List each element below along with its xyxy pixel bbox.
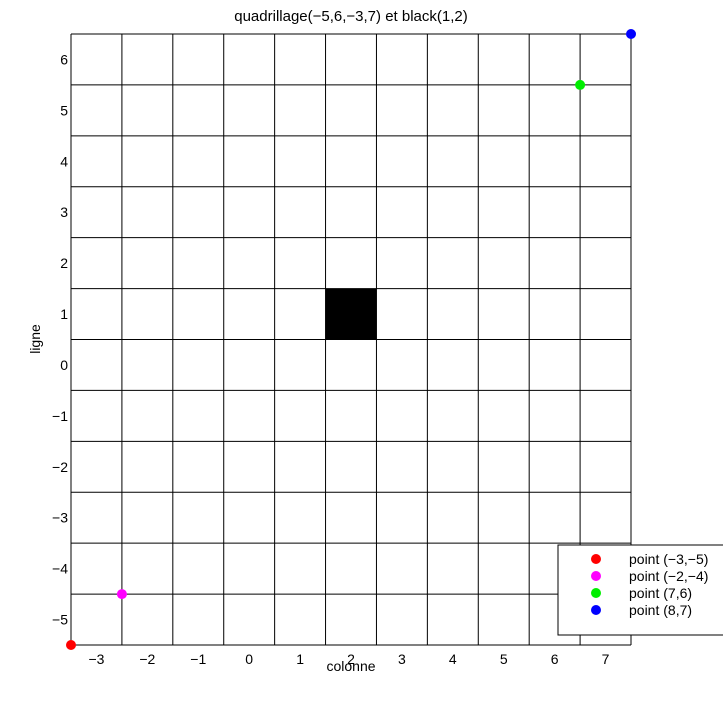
- legend-marker: [591, 571, 601, 581]
- y-tick-label: 3: [60, 204, 68, 220]
- legend-marker: [591, 554, 601, 564]
- legend-label: point (−3,−5): [629, 551, 708, 567]
- legend-label: point (8,7): [629, 602, 692, 618]
- x-tick-label: 5: [500, 651, 508, 667]
- black-cell-layer: [325, 288, 377, 340]
- y-tick-label: 5: [60, 102, 68, 118]
- y-tick-label: 2: [60, 255, 68, 271]
- data-point: [116, 589, 127, 600]
- x-axis-label: colonne: [326, 658, 375, 674]
- data-point: [575, 79, 586, 90]
- data-point: [66, 640, 76, 650]
- y-tick-label: −3: [52, 510, 68, 526]
- x-tick-label: 3: [398, 651, 406, 667]
- y-tick-labels: 6 5 4 3 2 1 0 −1 −2 −3 −4 −5: [52, 51, 68, 627]
- x-tick-label: 4: [449, 651, 457, 667]
- y-tick-label: 0: [60, 357, 68, 373]
- y-tick-label: 6: [60, 51, 68, 67]
- legend-box: [557, 544, 723, 636]
- x-tick-label: −2: [139, 651, 155, 667]
- black-cell: [325, 288, 377, 340]
- legend: point (−3,−5)point (−2,−4)point (7,6)poi…: [557, 544, 723, 636]
- legend-label: point (7,6): [629, 585, 692, 601]
- x-tick-label: 0: [245, 651, 253, 667]
- y-tick-label: −4: [52, 561, 68, 577]
- legend-marker: [591, 588, 601, 598]
- x-tick-label: 2: [347, 651, 355, 667]
- x-tick-label: 6: [551, 651, 559, 667]
- y-tick-label: 1: [60, 306, 68, 322]
- x-tick-label: 7: [602, 651, 610, 667]
- data-point: [626, 29, 636, 39]
- x-tick-label: −1: [190, 651, 206, 667]
- y-tick-label: 4: [60, 153, 68, 169]
- y-tick-label: −5: [52, 612, 68, 628]
- data-points: [66, 29, 636, 650]
- x-tick-label: 1: [296, 651, 304, 667]
- y-tick-label: −1: [52, 408, 68, 424]
- y-tick-label: −2: [52, 459, 68, 475]
- legend-marker: [591, 605, 601, 615]
- legend-label: point (−2,−4): [629, 568, 708, 584]
- x-tick-label: −3: [88, 651, 104, 667]
- y-axis-label: ligne: [27, 324, 43, 354]
- grid: [70, 33, 632, 646]
- chart-title: quadrillage(−5,6,−3,7) et black(1,2): [234, 8, 467, 25]
- x-tick-labels: −3 −2 −1 0 1 2 3 4 5 6 7: [88, 651, 609, 667]
